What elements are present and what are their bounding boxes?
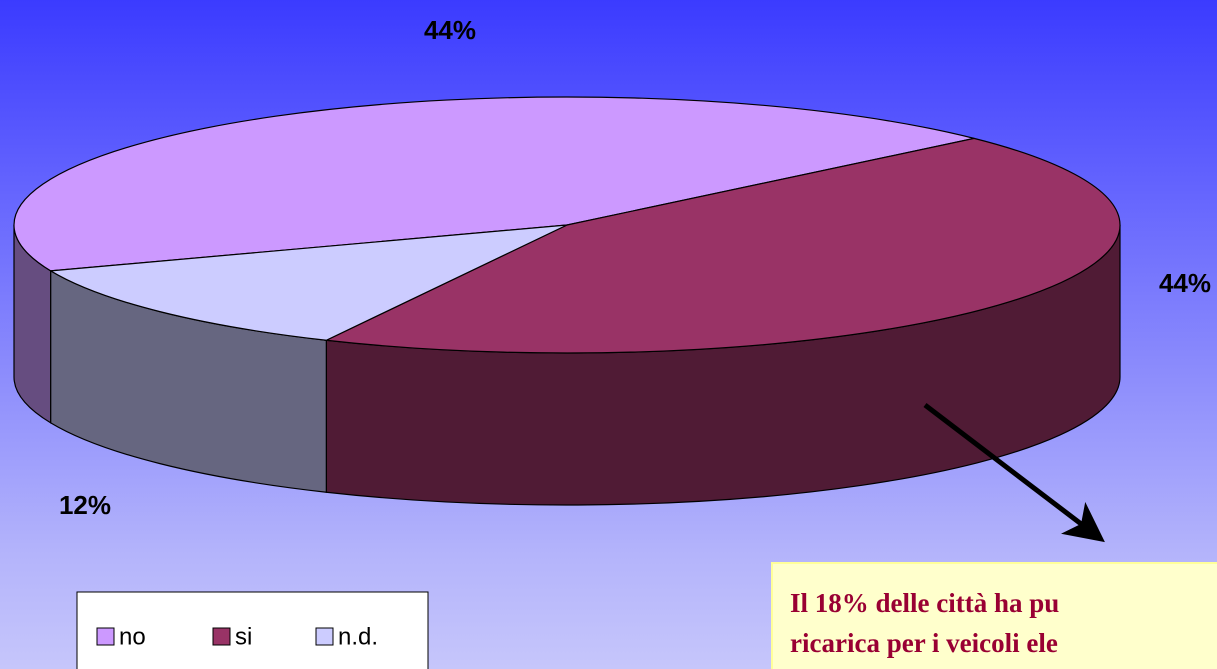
annotation-box xyxy=(771,562,1217,669)
legend-swatch xyxy=(315,627,334,646)
pie xyxy=(13,96,1121,506)
legend-label: si xyxy=(235,623,252,650)
pie-slice xyxy=(48,224,568,341)
legend-label: n.d. xyxy=(338,623,378,650)
legend-swatch xyxy=(96,627,115,646)
legend: no si n.d. xyxy=(96,623,378,650)
pie-slice xyxy=(324,137,1121,354)
data-label: 44% xyxy=(1159,268,1211,298)
arrow xyxy=(923,403,1105,543)
legend-label: no xyxy=(119,623,146,650)
data-label: 12% xyxy=(59,490,111,520)
data-label: 44% xyxy=(424,15,476,45)
pie-slice xyxy=(13,96,975,272)
legend-swatch xyxy=(212,627,231,646)
legend-box xyxy=(76,591,429,669)
labels: 44% 44% 12% xyxy=(59,15,1211,520)
annotation-text: Il 18% delle città ha pu xyxy=(790,588,1059,618)
annotation-text: ricarica per i veicoli ele xyxy=(790,628,1058,658)
